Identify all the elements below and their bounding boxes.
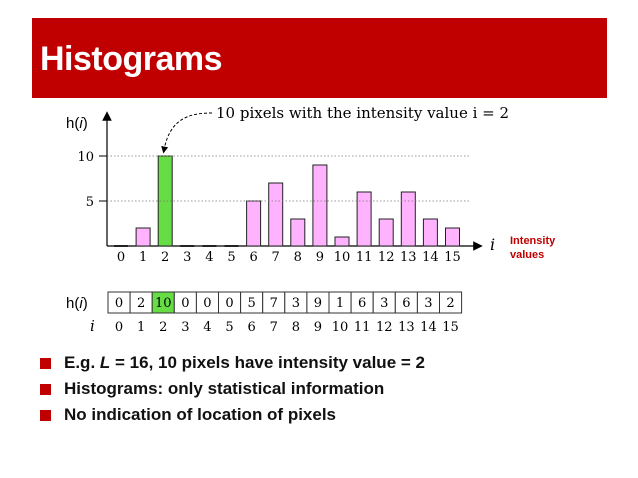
table-index-value: 13	[398, 320, 415, 335]
bullet-1-suffix: = 16, 10 pixels have intensity value = 2	[110, 353, 425, 372]
bars-layer	[114, 155, 460, 247]
table-cell-value: 6	[358, 296, 366, 311]
table-cell-value: 3	[424, 296, 432, 311]
table-row-label-i: i	[90, 317, 95, 335]
x-tick-label: 5	[227, 250, 235, 265]
table-index-value: 10	[332, 320, 349, 335]
table-cell-value: 5	[248, 296, 256, 311]
x-tick-label: 2	[161, 250, 169, 265]
table-cell-value: 0	[203, 296, 211, 311]
table-cell-value: 0	[115, 296, 123, 311]
table-index-value: 11	[354, 320, 371, 335]
table-cell-value: 6	[402, 296, 410, 311]
histogram-table: h(i)i00211020304055677389911061131261331…	[66, 291, 463, 335]
y-tick-label: 5	[86, 195, 94, 210]
bar-14	[422, 218, 438, 247]
table-cell-value: 0	[181, 296, 189, 311]
table-index-value: 2	[159, 320, 167, 335]
bullet-square-icon	[40, 410, 51, 421]
table-cell	[439, 291, 463, 314]
bullet-list: E.g. L = 16, 10 pixels have intensity va…	[40, 352, 425, 430]
table-index-value: 4	[203, 320, 211, 335]
table-index-value: 5	[225, 320, 233, 335]
bar-7	[268, 182, 284, 247]
slide-title: Histograms	[40, 40, 223, 78]
table-index-value: 3	[181, 320, 189, 335]
bar-11	[356, 191, 372, 247]
bullet-square-icon	[40, 384, 51, 395]
table-cell-value: 3	[292, 296, 300, 311]
x-tick-label: 13	[400, 250, 417, 265]
y-tick-label: 10	[77, 150, 94, 165]
x-tick-label: 1	[139, 250, 147, 265]
bar-6	[246, 200, 262, 247]
bar-1	[135, 227, 151, 247]
table-cell-value: 3	[380, 296, 388, 311]
table-index-value: 0	[115, 320, 123, 335]
y-axis-label: h(i)	[66, 115, 88, 132]
x-axis-label: i	[490, 235, 495, 254]
x-tick-label: 12	[378, 250, 395, 265]
table-index-value: 6	[248, 320, 256, 335]
table-row-label-h: h(i)	[66, 295, 88, 312]
bar-8	[290, 218, 306, 247]
table-index-value: 7	[270, 320, 278, 335]
annotation-text: 10 pixels with the intensity value i = 2	[216, 104, 509, 122]
bullet-2-text: Histograms: only statistical information	[64, 379, 385, 398]
x-tick-label: 3	[183, 250, 191, 265]
bullet-item-2: Histograms: only statistical information	[40, 378, 425, 404]
title-bar: Histograms	[32, 18, 607, 98]
bullet-square-icon	[40, 358, 51, 369]
intensity-label-line1: Intensity	[510, 235, 556, 247]
table-cell-value: 0	[225, 296, 233, 311]
table-cell-value: 2	[446, 296, 454, 311]
intensity-label-line2: values	[510, 249, 544, 261]
x-tick-label: 7	[272, 250, 280, 265]
bar-12	[378, 218, 394, 247]
x-tick-label: 9	[316, 250, 324, 265]
table-cell-value: 9	[314, 296, 322, 311]
x-tick-label: 6	[249, 250, 257, 265]
bullet-1-var: L	[99, 353, 111, 372]
table-index-value: 9	[314, 320, 322, 335]
x-tick-label: 10	[334, 250, 351, 265]
table-index-value: 14	[420, 320, 437, 335]
table-index-value: 12	[376, 320, 393, 335]
x-tick-label: 11	[356, 250, 373, 265]
table-cell-value: 10	[155, 296, 172, 311]
x-tick-label: 4	[205, 250, 213, 265]
table-index-value: 15	[442, 320, 459, 335]
table-cell-value: 1	[336, 296, 344, 311]
bullet-item-1: E.g. L = 16, 10 pixels have intensity va…	[40, 352, 425, 378]
bar-10	[334, 236, 350, 247]
bullet-3-text: No indication of location of pixels	[64, 405, 337, 424]
x-tick-label: 8	[294, 250, 302, 265]
table-cell-value: 2	[137, 296, 145, 311]
bullet-1-prefix: E.g.	[64, 353, 100, 372]
bar-13	[400, 191, 416, 247]
table-index-value: 8	[292, 320, 300, 335]
x-tick-label: 0	[117, 250, 125, 265]
annotation-arrow	[161, 112, 213, 154]
x-tick-label: 14	[422, 250, 439, 265]
table-index-value: 1	[137, 320, 145, 335]
bullet-item-3: No indication of location of pixels	[40, 404, 425, 430]
bar-15	[445, 227, 460, 247]
bar-2	[157, 155, 173, 247]
table-cell-value: 7	[270, 296, 278, 311]
bar-9	[312, 164, 328, 247]
x-tick-label: 15	[444, 250, 461, 265]
